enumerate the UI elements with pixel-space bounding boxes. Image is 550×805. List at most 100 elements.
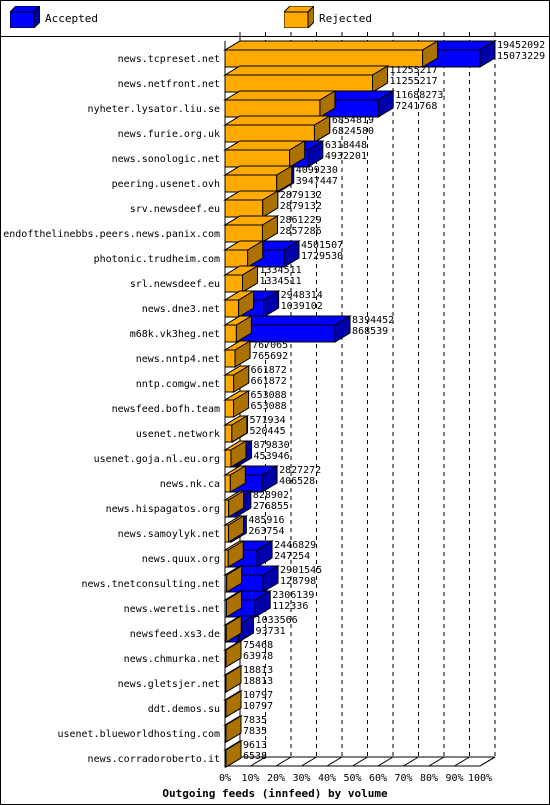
- bar-rejected-side: [226, 565, 243, 593]
- bar-rejected-front: [224, 324, 237, 343]
- bar-rejected-front: [224, 74, 374, 93]
- value-label-rejected: 520445: [249, 426, 285, 437]
- category-label: photonic.trudheim.com: [94, 254, 220, 265]
- category-label: news.tcpreset.net: [118, 54, 220, 65]
- category-label: news.weretis.net: [124, 604, 220, 615]
- gridline-foot: [428, 756, 445, 767]
- value-label-rejected: 765692: [252, 351, 288, 362]
- category-label: news.gletsjer.net: [118, 679, 220, 690]
- bar-rejected-front: [224, 474, 231, 493]
- category-label: newsfeed.xs3.de: [130, 629, 220, 640]
- x-tick-label: 20%: [267, 773, 285, 784]
- category-label: nntp.comgw.net: [136, 379, 220, 390]
- category-label: news.chmurka.net: [124, 654, 220, 665]
- bar-rejected: [223, 240, 265, 268]
- bar-rejected: [223, 90, 337, 118]
- value-label-rejected: 2857286: [280, 226, 322, 237]
- bar-accepted-side: [262, 565, 279, 593]
- legend-label-rejected: Rejected: [319, 12, 372, 25]
- value-label-rejected: 18813: [243, 676, 273, 687]
- bar-rejected-front: [224, 449, 232, 468]
- value-label-accepted: 2827272: [279, 465, 321, 476]
- category-label: peering.usenet.ovh: [112, 179, 220, 190]
- bar-rejected-side: [225, 590, 242, 618]
- category-label: news.samoylyk.net: [118, 529, 220, 540]
- value-label-accepted: 2879132: [280, 190, 322, 201]
- bar-rejected: [223, 65, 390, 93]
- x-tick-label: 50%: [343, 773, 361, 784]
- value-label-rejected: 1334511: [259, 276, 301, 287]
- bar-accepted-side: [238, 615, 255, 643]
- bar-rejected-side: [233, 365, 250, 393]
- bar-rejected-side: [289, 140, 306, 168]
- value-label-rejected: 4932201: [325, 151, 367, 162]
- bar-rejected: [223, 365, 251, 393]
- bar-rejected: [223, 490, 246, 518]
- category-label: news.dne3.net: [142, 304, 220, 315]
- category-label: usenet.goja.nl.eu.org: [94, 454, 220, 465]
- value-label-accepted: 485916: [248, 515, 284, 526]
- category-label: endofthelinebbs.peers.news.panix.com: [3, 229, 220, 240]
- gridline-foot: [301, 756, 317, 767]
- bar-rejected-front: [224, 374, 235, 393]
- gridline-foot: [403, 756, 419, 767]
- bar-rejected-front: [224, 274, 243, 293]
- category-label: news.nk.ca: [160, 479, 220, 490]
- value-label-accepted: 2861229: [280, 215, 322, 226]
- bar-rejected-front: [224, 224, 263, 243]
- category-label: news.nntp4.net: [136, 354, 220, 365]
- legend-swatch-rejected-icon: [284, 6, 314, 28]
- bar-rejected-front: [224, 249, 249, 268]
- bar-rejected: [223, 740, 243, 768]
- bar-rejected-side: [241, 265, 258, 293]
- value-label-accepted: 18813: [243, 665, 273, 676]
- value-label-accepted: 1033566: [256, 615, 298, 626]
- value-label-accepted: 75468: [243, 640, 273, 651]
- bar-rejected: [223, 540, 246, 568]
- x-tick-label: 30%: [292, 773, 310, 784]
- category-label: ddt.demos.su: [148, 704, 220, 715]
- bar-accepted-side: [307, 140, 324, 168]
- bar-rejected: [223, 215, 280, 243]
- bar-rejected-top: [223, 40, 440, 51]
- bar-rejected-side: [319, 90, 336, 118]
- value-label-rejected: 2879132: [280, 201, 322, 212]
- bar-accepted-side: [263, 290, 280, 318]
- value-label-rejected: 112336: [272, 601, 308, 612]
- value-label-accepted: 9613: [243, 740, 267, 751]
- bar-rejected-side: [261, 215, 278, 243]
- bar-rejected-side: [235, 315, 252, 343]
- value-label-rejected: 263754: [248, 526, 284, 537]
- value-label-rejected: 1729530: [301, 251, 343, 262]
- value-label-accepted: 7835: [243, 715, 267, 726]
- gridline-foot: [352, 756, 368, 767]
- bar-rejected: [223, 265, 260, 293]
- bar-rejected-top: [223, 115, 332, 126]
- bar-rejected: [223, 465, 248, 493]
- bar-rejected: [223, 665, 243, 693]
- value-label-rejected: 661872: [251, 376, 287, 387]
- bar-rejected: [223, 340, 252, 368]
- x-tick-label: 10%: [241, 773, 259, 784]
- bar-rejected-side: [262, 190, 279, 218]
- gridline-foot: [250, 756, 266, 767]
- x-tick-label: 90%: [445, 773, 463, 784]
- value-label-rejected: 868539: [352, 326, 388, 337]
- value-label-rejected: 63978: [243, 651, 273, 662]
- bar-rejected-side: [422, 40, 439, 68]
- category-label: srl.newsdeef.eu: [130, 279, 220, 290]
- bar-accepted-side: [261, 465, 278, 493]
- bar-rejected: [223, 615, 244, 643]
- value-label-accepted: 571934: [249, 415, 285, 426]
- category-label: news.corradoroberto.it: [88, 754, 220, 765]
- bar-rejected: [223, 140, 307, 168]
- value-label-accepted: 10797: [243, 690, 273, 701]
- bar-rejected-side: [233, 390, 250, 418]
- bar-rejected-side: [225, 640, 242, 668]
- value-label-accepted: 2306139: [272, 590, 314, 601]
- bar-rejected: [223, 440, 248, 468]
- gridline-foot: [326, 756, 343, 767]
- bar-rejected: [223, 715, 243, 743]
- category-label: usenet.blueworldhosting.com: [57, 729, 220, 740]
- bar-accepted-side: [377, 90, 394, 118]
